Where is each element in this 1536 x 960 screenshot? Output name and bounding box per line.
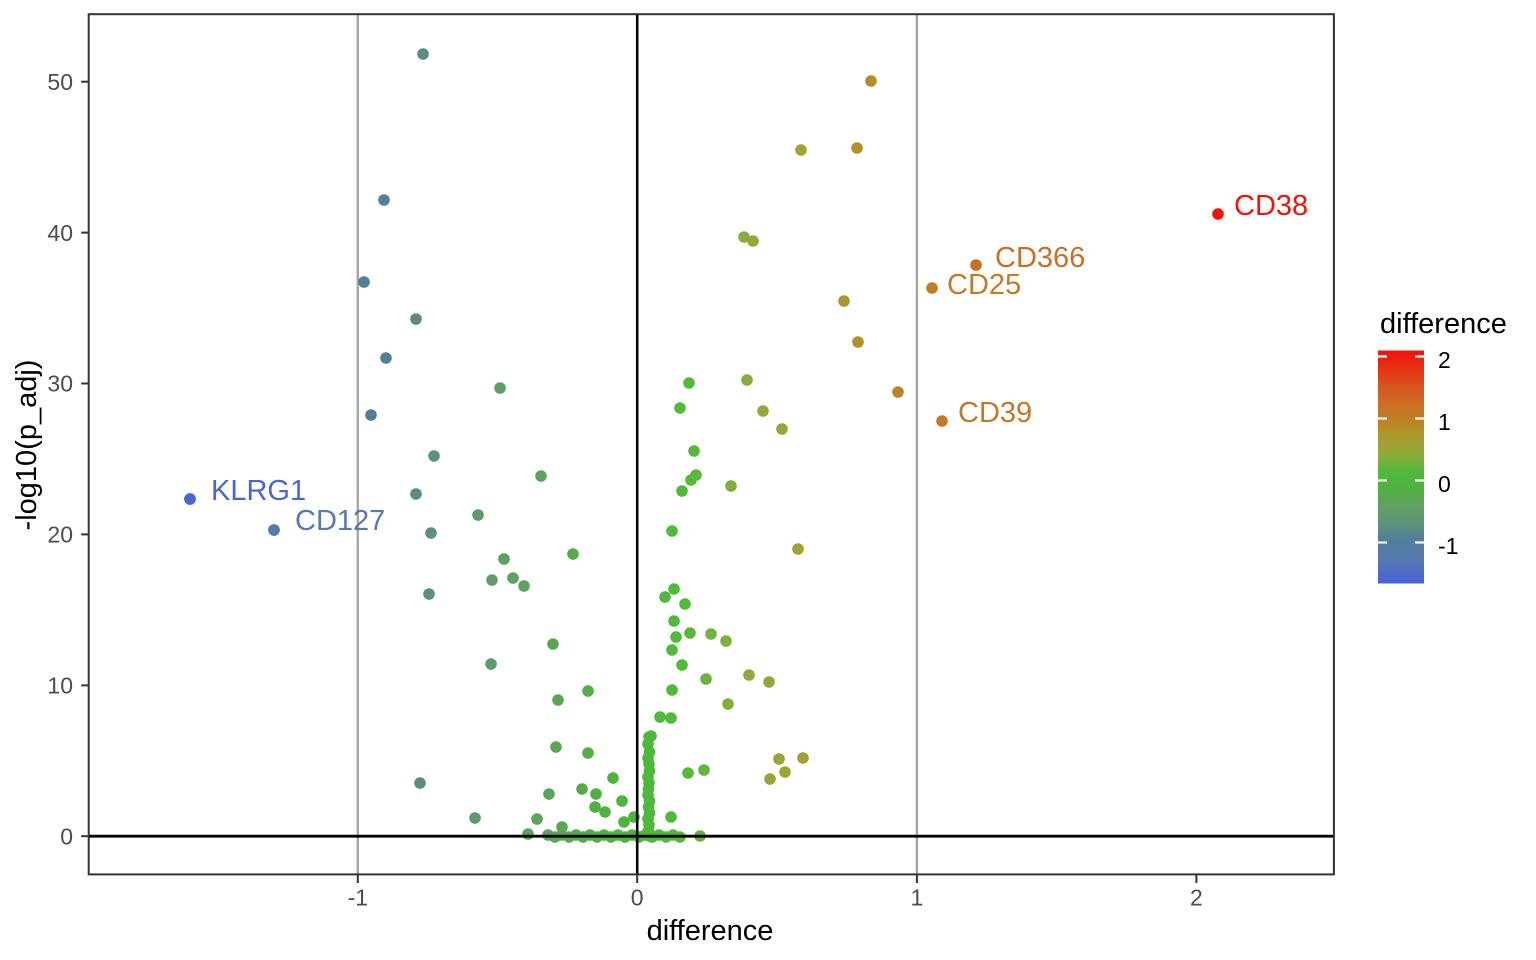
svg-text:CD366: CD366 bbox=[995, 242, 1085, 274]
svg-text:CD25: CD25 bbox=[947, 269, 1021, 301]
svg-text:difference: difference bbox=[1380, 308, 1507, 340]
svg-text:2: 2 bbox=[1438, 347, 1451, 373]
svg-text:1: 1 bbox=[1438, 409, 1451, 435]
svg-text:2: 2 bbox=[1190, 885, 1203, 911]
svg-text:10: 10 bbox=[47, 673, 73, 699]
svg-text:CD127: CD127 bbox=[295, 505, 385, 537]
svg-text:-1: -1 bbox=[1438, 533, 1458, 559]
svg-text:0: 0 bbox=[60, 823, 73, 849]
svg-text:30: 30 bbox=[47, 371, 73, 397]
svg-text:-log10(p_adj): -log10(p_adj) bbox=[11, 360, 43, 531]
svg-text:CD39: CD39 bbox=[958, 397, 1032, 429]
svg-text:50: 50 bbox=[47, 69, 73, 95]
svg-text:KLRG1: KLRG1 bbox=[211, 475, 306, 507]
svg-text:-1: -1 bbox=[348, 885, 368, 911]
svg-text:0: 0 bbox=[631, 885, 644, 911]
svg-text:difference: difference bbox=[647, 915, 774, 947]
svg-text:0: 0 bbox=[1438, 471, 1451, 497]
svg-text:40: 40 bbox=[47, 220, 73, 246]
svg-text:CD38: CD38 bbox=[1234, 190, 1308, 222]
svg-text:20: 20 bbox=[47, 522, 73, 548]
svg-text:1: 1 bbox=[911, 885, 924, 911]
